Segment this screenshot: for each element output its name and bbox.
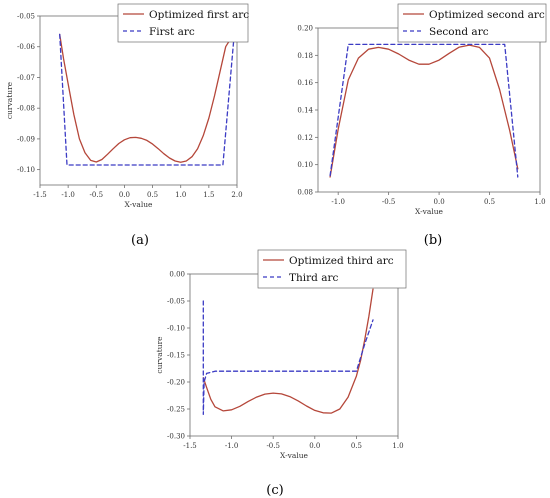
legend-label-2: Third arc [289,272,338,284]
x-tick-label: 0.0 [434,198,445,206]
x-tick-label: -0.5 [382,198,396,206]
panel-1: -1.5 -1.0 -0.5 0.0 0.5 1.0 1.5 2.0 -0.05 -0.06 -0.… [5,3,249,248]
legend: Optimized third arc Third arc [257,249,407,289]
x-tick-label: 1.0 [534,198,545,206]
y-tick-label: 0.14 [297,107,313,115]
x-tick-label: -1.0 [225,442,239,450]
y-axis-label: curvature [5,81,14,119]
x-tick-label: -1.0 [331,198,345,206]
x-tick-label: 2.0 [231,191,242,199]
y-tick-label: 0.16 [297,79,313,87]
panel-3: -1.5 -1.0 -0.5 0.0 0.5 1.0 0.00 -0.05 -0.10 -0.15… [155,249,407,498]
legend-label-2: Second arc [429,26,489,38]
plot-frame [189,273,399,437]
y-tick-label: -0.30 [167,433,185,441]
x-tick-label: 0.5 [147,191,158,199]
panel-label: (a) [131,233,149,248]
legend-label-1: Optimized third arc [289,255,394,267]
y-tick-label: 0.20 [297,25,313,33]
x-axis-label: X-value [280,451,309,460]
legend: Optimized second arc Second arc [397,3,547,43]
x-tick-label: 1.0 [392,442,403,450]
series-line-2 [202,300,374,416]
y-tick-label: 0.00 [169,271,185,279]
series-line-2 [59,33,235,166]
y-axis-label: curvature [155,336,164,374]
x-tick-label: -0.5 [90,191,104,199]
y-tick-label: 0.18 [297,52,313,60]
x-tick-label: 0.0 [309,442,320,450]
x-axis-label: X-value [415,207,444,216]
series-line-1 [59,33,235,163]
series-line-2 [329,43,519,178]
legend-label-1: Optimized first arc [149,9,249,21]
y-tick-label: -0.10 [167,325,185,333]
y-tick-label: -0.10 [17,166,35,174]
y-tick-label: -0.20 [167,379,185,387]
x-tick-label: -1.5 [33,191,47,199]
panel-label: (c) [266,483,283,498]
x-tick-label: -1.0 [61,191,75,199]
y-tick-label: -0.09 [17,135,35,143]
series-line-1 [329,44,519,178]
x-tick-label: 0.5 [351,442,362,450]
y-tick-label: 0.10 [297,161,313,169]
x-tick-label: 1.0 [175,191,186,199]
y-tick-label: 0.08 [297,189,313,197]
panel-2: -1.0 -0.5 0.0 0.5 1.0 0.20 0.18 0.16 0.14 0.12 0.1… [297,3,547,248]
plot-frame [317,27,541,193]
legend-box [117,3,249,43]
y-tick-label: -0.05 [167,298,185,306]
panel-label: (b) [424,233,442,248]
y-tick-label: -0.25 [167,406,185,414]
legend-label-1: Optimized second arc [429,9,545,21]
y-tick-label: -0.08 [17,105,35,113]
legend-box [397,3,547,43]
x-tick-label: -0.5 [266,442,280,450]
x-tick-label: 0.0 [119,191,130,199]
x-tick-label: 0.5 [484,198,495,206]
y-tick-label: -0.05 [17,13,35,21]
y-tick-label: -0.15 [167,352,185,360]
legend-label-2: First arc [149,26,195,38]
series-line-1 [202,288,374,414]
x-tick-label: -1.5 [183,442,197,450]
y-tick-label: 0.12 [297,134,313,142]
y-tick-label: -0.07 [17,74,35,82]
legend: Optimized first arc First arc [117,3,249,43]
x-tick-label: 1.5 [203,191,214,199]
x-axis-label: X-value [125,200,154,209]
legend-box [257,249,407,289]
y-tick-label: -0.06 [17,43,35,51]
